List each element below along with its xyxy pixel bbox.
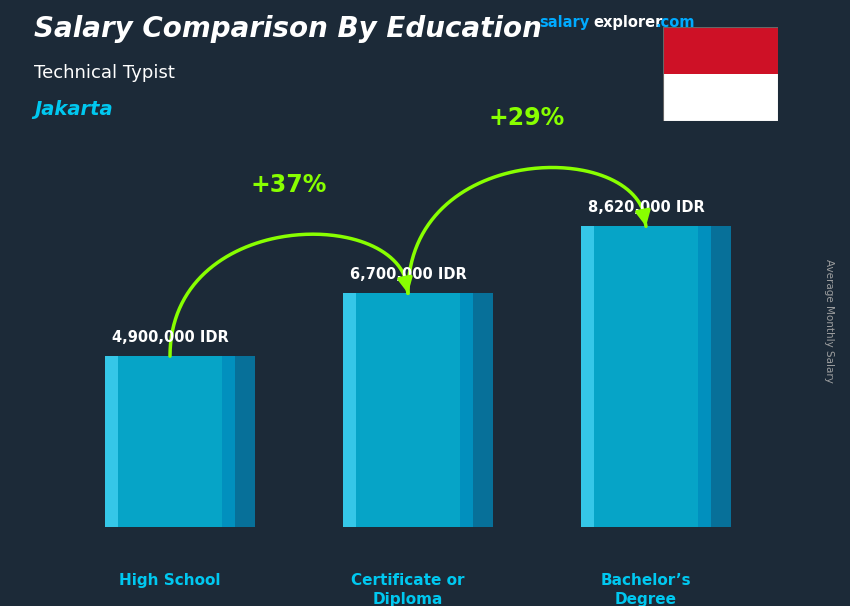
Text: Certificate or
Diploma: Certificate or Diploma [351, 573, 465, 606]
Polygon shape [711, 226, 731, 527]
Bar [105, 356, 235, 527]
Text: Average Monthly Salary: Average Monthly Salary [824, 259, 834, 383]
Text: +29%: +29% [489, 106, 565, 130]
Bar [698, 226, 711, 527]
Bar [460, 293, 473, 527]
Bar [663, 75, 778, 121]
Text: .com: .com [655, 15, 694, 30]
Bar [343, 293, 356, 527]
Text: 6,700,000 IDR: 6,700,000 IDR [349, 267, 467, 282]
Text: Bachelor’s
Degree: Bachelor’s Degree [601, 573, 691, 606]
Bar [343, 293, 473, 527]
Bar [581, 226, 594, 527]
Text: Jakarta: Jakarta [34, 100, 112, 119]
Text: Salary Comparison By Education: Salary Comparison By Education [34, 15, 542, 43]
Polygon shape [235, 356, 255, 527]
Text: 8,620,000 IDR: 8,620,000 IDR [587, 200, 705, 215]
Text: Technical Typist: Technical Typist [34, 64, 175, 82]
Text: +37%: +37% [251, 173, 327, 198]
Bar [581, 226, 711, 527]
Bar [663, 27, 778, 75]
Text: salary: salary [540, 15, 590, 30]
Polygon shape [473, 293, 493, 527]
Bar [105, 356, 118, 527]
Text: explorer: explorer [593, 15, 663, 30]
Text: 4,900,000 IDR: 4,900,000 IDR [111, 330, 229, 345]
Text: High School: High School [119, 573, 221, 588]
Bar [222, 356, 235, 527]
